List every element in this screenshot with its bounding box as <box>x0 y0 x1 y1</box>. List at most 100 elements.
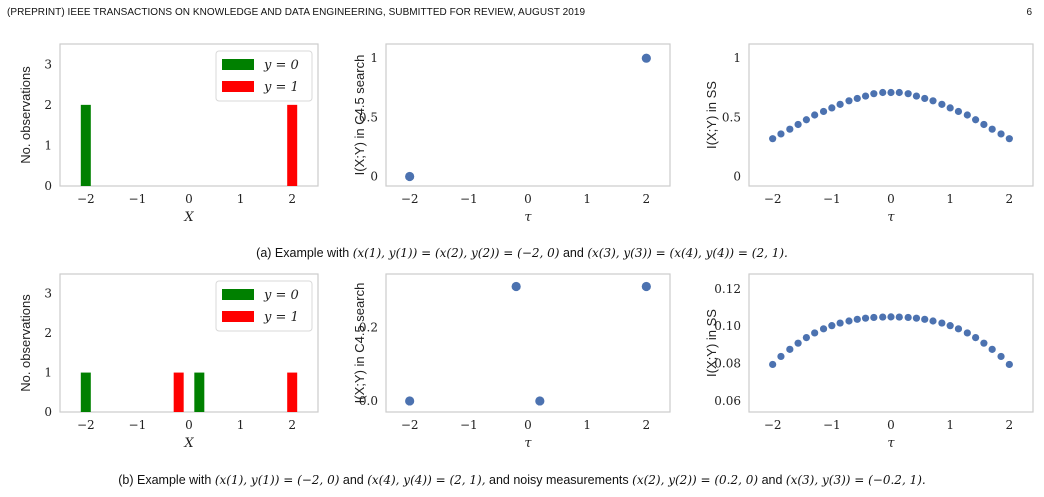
x-tick-label: 0 <box>524 418 532 432</box>
caption-b-mid: and noisy measurements <box>489 473 629 487</box>
chart-a-right: −2 −1 0 1 2 0 0.5 1 τ I(X;Y) in SS <box>704 43 1034 225</box>
legend-label: y = 1 <box>263 80 299 95</box>
data-point <box>769 135 777 143</box>
data-point <box>997 352 1005 361</box>
caption-b-math-1: (x(1), y(1)) = (−2, 0) <box>214 473 340 487</box>
y-axis-label: I(X;Y) in C4.5 search <box>352 283 367 404</box>
chart-a-left: −2 −1 0 1 2 0 1 2 3 X No. observations y = 0 y = 1 <box>18 43 319 225</box>
y-tick-label: 0.2 <box>359 320 378 334</box>
y-tick-label: 2 <box>44 326 52 340</box>
data-point <box>912 92 921 100</box>
data-point <box>980 120 988 129</box>
data-point <box>861 92 870 100</box>
data-point <box>972 116 980 124</box>
data-point <box>769 360 777 369</box>
x-tick-label: 1 <box>237 418 245 432</box>
data-point <box>980 339 988 347</box>
x-tick-label: −2 <box>77 418 95 432</box>
x-tick-label: 1 <box>237 192 245 206</box>
caption-a: (a) Example with (x(1), y(1)) = (x(2), y… <box>0 246 1044 260</box>
page-number: 6 <box>1026 7 1032 18</box>
x-tick-label: 1 <box>583 192 591 206</box>
bar-y0 <box>194 372 205 412</box>
data-point <box>895 313 903 321</box>
data-point <box>786 125 794 133</box>
data-point <box>853 315 861 323</box>
caption-a-prefix: (a) Example with <box>256 246 350 260</box>
data-point <box>1005 360 1013 369</box>
data-point <box>405 171 415 182</box>
caption-b: (b) Example with (x(1), y(1)) = (−2, 0) … <box>0 473 1044 487</box>
data-point <box>819 107 828 116</box>
x-tick-label: 2 <box>643 192 651 206</box>
data-point <box>895 88 903 97</box>
plot-frame <box>385 43 671 187</box>
data-point <box>786 345 794 353</box>
data-point <box>853 94 861 103</box>
data-point <box>904 90 912 98</box>
data-point <box>861 314 870 322</box>
plot-frame <box>748 43 1034 187</box>
data-point <box>819 325 828 333</box>
data-point <box>921 315 929 323</box>
data-point <box>870 313 878 322</box>
x-tick-label: 2 <box>288 418 296 432</box>
y-tick-label: 3 <box>44 287 52 301</box>
y-axis-label: I(X;Y) in SS <box>704 81 719 149</box>
chart-b-left: −2 −1 0 1 2 0 1 2 3 X No. observations y = 0 y = 1 <box>18 273 319 451</box>
x-tick-label: 1 <box>946 418 954 432</box>
x-tick-label: 2 <box>1006 418 1014 432</box>
data-point <box>836 319 844 327</box>
data-point <box>811 111 819 119</box>
plot-frame <box>748 273 1034 413</box>
legend-swatch <box>222 81 254 92</box>
y-tick-label: 0.08 <box>714 357 741 371</box>
x-tick-label: 0 <box>887 192 895 206</box>
data-point <box>887 313 895 321</box>
y-axis-label: No. observations <box>18 294 33 392</box>
y-tick-label: 2 <box>44 98 52 112</box>
plot-frame <box>59 43 319 187</box>
data-point <box>845 317 853 325</box>
x-tick-label: 2 <box>643 418 651 432</box>
data-point <box>921 94 929 103</box>
x-tick-label: 0 <box>185 192 193 206</box>
x-tick-label: −1 <box>129 418 147 432</box>
data-point <box>794 339 802 347</box>
legend-swatch <box>222 289 254 300</box>
x-axis-label: τ <box>524 436 532 451</box>
caption-b-and-2: and <box>761 473 783 487</box>
x-tick-label: −1 <box>460 192 478 206</box>
data-point <box>954 325 963 333</box>
bar-y1 <box>287 372 298 412</box>
y-tick-label: 0 <box>733 170 741 184</box>
y-tick-label: 0.10 <box>714 319 741 333</box>
x-tick-label: −2 <box>764 418 782 432</box>
data-point <box>405 396 415 406</box>
y-tick-label: 0.06 <box>714 394 741 408</box>
x-tick-label: 0 <box>185 418 193 432</box>
data-point <box>870 90 878 98</box>
x-tick-label: −2 <box>77 192 95 206</box>
y-tick-label: 3 <box>44 57 52 71</box>
data-point <box>836 100 844 108</box>
x-tick-label: −2 <box>764 192 782 206</box>
data-point <box>946 104 954 112</box>
x-tick-label: −2 <box>401 418 419 432</box>
data-point <box>963 111 971 119</box>
data-point <box>988 345 996 353</box>
data-point <box>777 130 785 138</box>
legend-label: y = 0 <box>263 58 299 73</box>
y-tick-label: 0 <box>44 179 52 193</box>
chart-b-mid: −2 −1 0 1 2 0.0 0.2 τ I(X;Y) in C4.5 search <box>352 273 671 451</box>
data-point <box>912 314 921 322</box>
data-point <box>972 333 980 342</box>
data-point <box>845 97 853 105</box>
data-point <box>802 333 810 342</box>
x-tick-label: −1 <box>460 418 478 432</box>
plot-frame <box>385 273 671 413</box>
caption-b-math-3: (x(2), y(2)) = (0.2, 0) <box>632 473 759 487</box>
data-point <box>535 396 545 406</box>
y-axis-label: No. observations <box>18 66 33 164</box>
